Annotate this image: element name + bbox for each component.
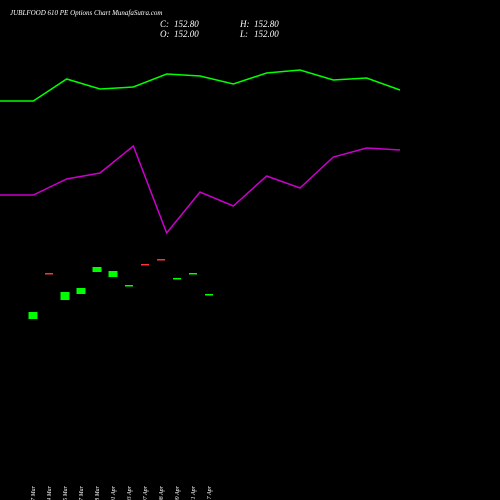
x-tick-label: 17 Apr	[207, 485, 213, 500]
x-tick-label: 03 Apr	[127, 485, 133, 500]
x-tick-label: 01 Apr	[111, 485, 117, 500]
low-label: L:	[239, 29, 248, 39]
x-tick-label: 28 Mar	[95, 485, 101, 500]
x-tick-label: 09 Apr	[175, 485, 181, 500]
candle	[28, 312, 38, 319]
candle	[76, 288, 86, 294]
price-line	[0, 144, 401, 235]
close-value: 152.80	[174, 19, 199, 29]
price-line	[0, 69, 401, 102]
low-value: 152.00	[254, 29, 279, 39]
candle	[92, 267, 102, 272]
x-tick-label: 24 Mar	[46, 485, 53, 500]
open-label: O:	[160, 29, 170, 39]
candle	[108, 271, 118, 277]
x-tick-label: 07 Apr	[143, 485, 149, 500]
candle	[45, 273, 53, 275]
close-label: C:	[160, 19, 169, 29]
chart-title: JUBLFOOD 610 PE Options Chart MunafaSutr…	[10, 9, 162, 17]
x-tick-label: 25 Mar	[63, 485, 69, 500]
candle	[189, 273, 197, 275]
candle	[125, 285, 133, 287]
candle	[141, 264, 149, 266]
x-tick-label: 08 Apr	[159, 485, 165, 500]
candle	[60, 292, 70, 300]
candle	[205, 294, 213, 296]
high-value: 152.80	[254, 19, 279, 29]
open-value: 152.00	[174, 29, 199, 39]
x-tick-label: 27 Mar	[79, 485, 85, 500]
x-tick-label: 11 Apr	[191, 485, 197, 500]
x-tick-label: 17 Mar	[31, 485, 37, 500]
candle	[157, 259, 165, 261]
candle	[173, 278, 181, 280]
high-label: H:	[239, 19, 250, 29]
